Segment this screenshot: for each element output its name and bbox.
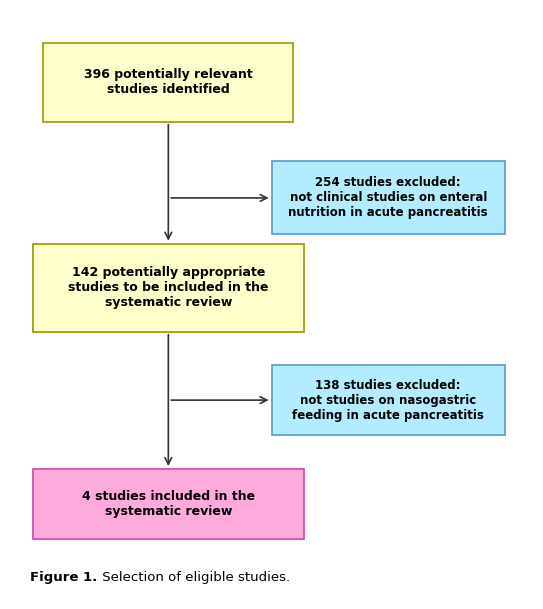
Text: 4 studies included in the
systematic review: 4 studies included in the systematic rev… [82, 490, 255, 518]
Text: Selection of eligible studies.: Selection of eligible studies. [98, 571, 290, 584]
Text: 142 potentially appropriate
studies to be included in the
systematic review: 142 potentially appropriate studies to b… [68, 266, 269, 309]
FancyBboxPatch shape [272, 365, 505, 435]
FancyBboxPatch shape [43, 43, 293, 122]
FancyBboxPatch shape [272, 161, 505, 234]
FancyBboxPatch shape [33, 244, 304, 332]
Text: 138 studies excluded:
not studies on nasogastric
feeding in acute pancreatitis: 138 studies excluded: not studies on nas… [292, 379, 484, 421]
Text: Figure 1.: Figure 1. [30, 571, 97, 584]
Text: 396 potentially relevant
studies identified: 396 potentially relevant studies identif… [84, 68, 252, 96]
Text: 254 studies excluded:
not clinical studies on enteral
nutrition in acute pancrea: 254 studies excluded: not clinical studi… [288, 177, 488, 219]
FancyBboxPatch shape [33, 469, 304, 539]
